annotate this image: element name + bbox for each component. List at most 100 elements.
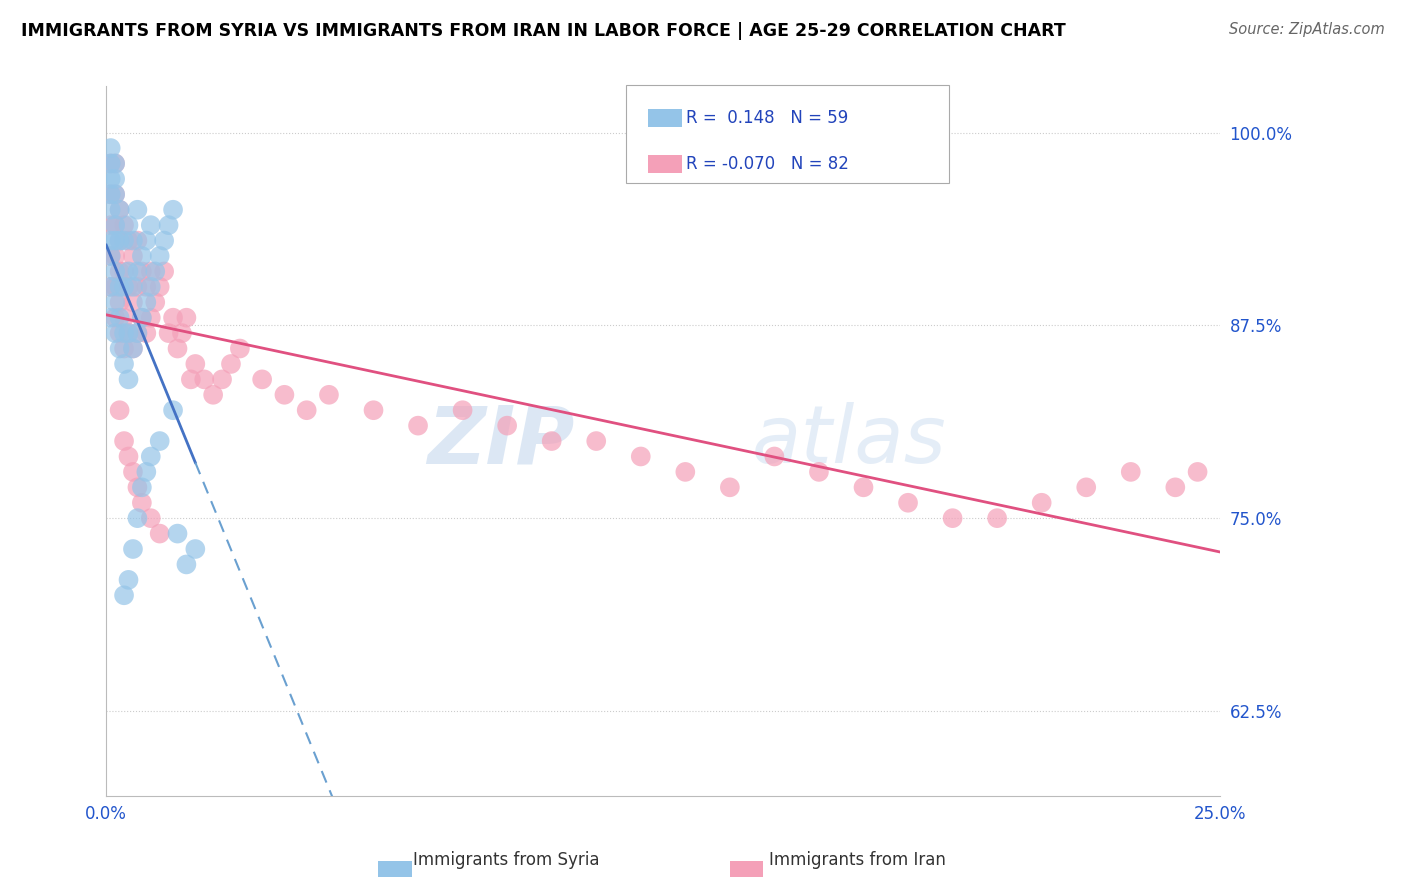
Point [153,234,176,248]
Point [117,234,139,248]
Point [139,218,162,232]
Point [108,310,131,325]
Text: R =  0.148   N = 59: R = 0.148 N = 59 [686,109,848,127]
Point [100,310,122,325]
Point [104,156,127,170]
Point [211,372,233,386]
Point [117,218,139,232]
Point [108,202,131,217]
Point [184,541,207,556]
Point [104,172,127,186]
Point [100,156,122,170]
Point [117,450,139,464]
Point [986,511,1008,525]
Point [108,326,131,340]
Point [143,264,166,278]
Point [108,202,131,217]
Point [112,264,135,278]
Point [202,388,225,402]
Point [942,511,965,525]
Point [100,280,122,294]
Point [104,218,127,232]
Point [108,403,131,417]
Point [131,264,153,278]
Text: atlas: atlas [752,402,946,480]
Point [363,403,385,417]
Point [162,310,184,325]
Point [149,526,172,541]
Point [108,342,131,356]
Point [852,480,875,494]
Point [117,280,139,294]
Point [1119,465,1142,479]
Point [273,388,295,402]
Point [104,218,127,232]
Point [1076,480,1098,494]
Point [100,249,122,263]
Point [149,434,172,448]
Point [295,403,318,417]
Point [112,326,135,340]
Point [117,326,139,340]
Point [131,310,153,325]
Point [122,295,145,310]
Point [112,342,135,356]
Point [166,526,188,541]
Point [104,280,127,294]
Point [149,249,172,263]
Point [122,280,145,294]
Point [108,264,131,278]
Point [131,310,153,325]
Point [112,218,135,232]
Point [157,218,180,232]
Point [117,326,139,340]
Point [180,372,202,386]
Point [122,342,145,356]
Point [135,280,157,294]
Point [135,295,157,310]
Point [135,465,157,479]
Point [131,480,153,494]
Point [127,264,149,278]
Point [100,141,122,155]
Point [100,187,122,202]
Point [157,326,180,340]
Point [496,418,519,433]
Point [104,249,127,263]
Text: R = -0.070   N = 82: R = -0.070 N = 82 [686,155,849,173]
Text: IMMIGRANTS FROM SYRIA VS IMMIGRANTS FROM IRAN IN LABOR FORCE | AGE 25-29 CORRELA: IMMIGRANTS FROM SYRIA VS IMMIGRANTS FROM… [21,22,1066,40]
Text: Immigrants from Syria: Immigrants from Syria [413,851,599,869]
Point [104,295,127,310]
Point [807,465,830,479]
Point [718,480,741,494]
Point [100,187,122,202]
Point [166,342,188,356]
Point [135,234,157,248]
Point [117,372,139,386]
Point [318,388,340,402]
Point [112,280,135,294]
Text: Source: ZipAtlas.com: Source: ZipAtlas.com [1229,22,1385,37]
Point [108,234,131,248]
Text: Immigrants from Iran: Immigrants from Iran [769,851,946,869]
Point [131,249,153,263]
Point [170,326,193,340]
Point [139,450,162,464]
Point [122,465,145,479]
Point [1031,496,1053,510]
Point [112,357,135,371]
Point [108,234,131,248]
Point [451,403,474,417]
Point [1164,480,1187,494]
Point [100,202,122,217]
Point [104,187,127,202]
Point [100,234,122,248]
Point [127,234,149,248]
Point [122,249,145,263]
Point [100,172,122,186]
Point [139,310,162,325]
Point [100,280,122,294]
Point [143,295,166,310]
Point [100,156,122,170]
Point [104,264,127,278]
